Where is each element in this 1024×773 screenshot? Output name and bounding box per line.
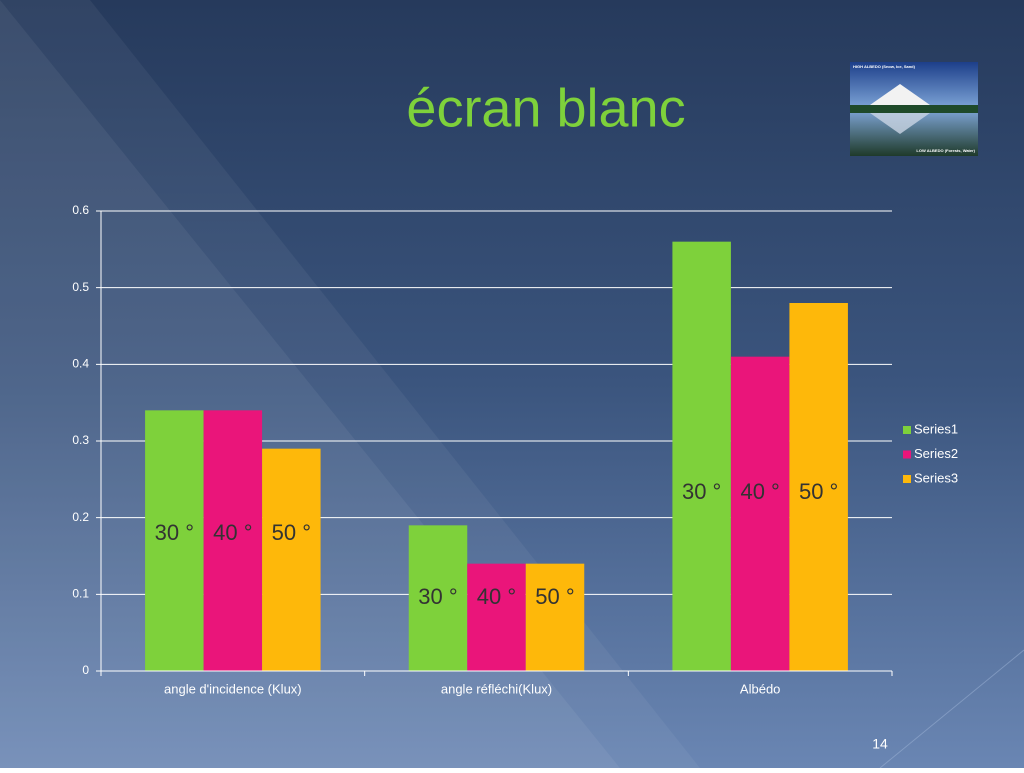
bar [730,356,790,671]
y-tick-label: 0.6 [72,203,89,217]
bar-label: 50 ° [272,520,311,545]
y-tick-label: 0.3 [72,433,89,447]
x-tick-label: Albédo [740,681,780,696]
bar [408,525,468,671]
legend-label: Series1 [914,421,958,436]
x-tick-label: angle d'incidence (Klux) [164,681,302,696]
caption: HIGH ALBEDO (Snow, Ice, Sand) [853,64,916,69]
mountain [870,84,930,105]
legend-swatch [903,426,911,434]
bar-label: 30 ° [682,479,721,504]
y-tick-label: 0.1 [72,587,89,601]
bar-label: 30 ° [418,584,457,609]
page-number: 14 [872,736,888,752]
bar [145,410,204,671]
legend-swatch [903,475,911,483]
trees [850,105,978,113]
bar-label: 40 ° [740,479,779,504]
legend-label: Series3 [914,470,958,485]
decor-line [879,649,1024,769]
bar [262,448,321,671]
y-tick-label: 0 [82,663,89,677]
bar-label: 40 ° [477,584,516,609]
bar [525,563,585,671]
bar [467,563,526,671]
bar-label: 50 ° [799,479,838,504]
y-tick-label: 0.4 [72,357,89,371]
reflection [870,113,930,134]
y-tick-label: 0.5 [72,280,89,294]
legend-swatch [903,450,911,459]
bar [789,303,848,671]
legend-label: Series2 [914,446,958,461]
bar-label: 40 ° [213,520,252,545]
bar [672,241,731,671]
bar-label: 30 ° [155,520,194,545]
chart-title: écran blanc [406,78,685,138]
caption: LOW ALBEDO (Forests, Water) [916,148,975,153]
bar-label: 50 ° [535,584,574,609]
x-tick-label: angle réfléchi(Klux) [441,681,552,696]
thumbnail: HIGH ALBEDO (Snow, Ice, Sand) LOW ALBEDO… [850,62,978,156]
bar [203,410,263,671]
y-tick-label: 0.2 [72,510,89,524]
